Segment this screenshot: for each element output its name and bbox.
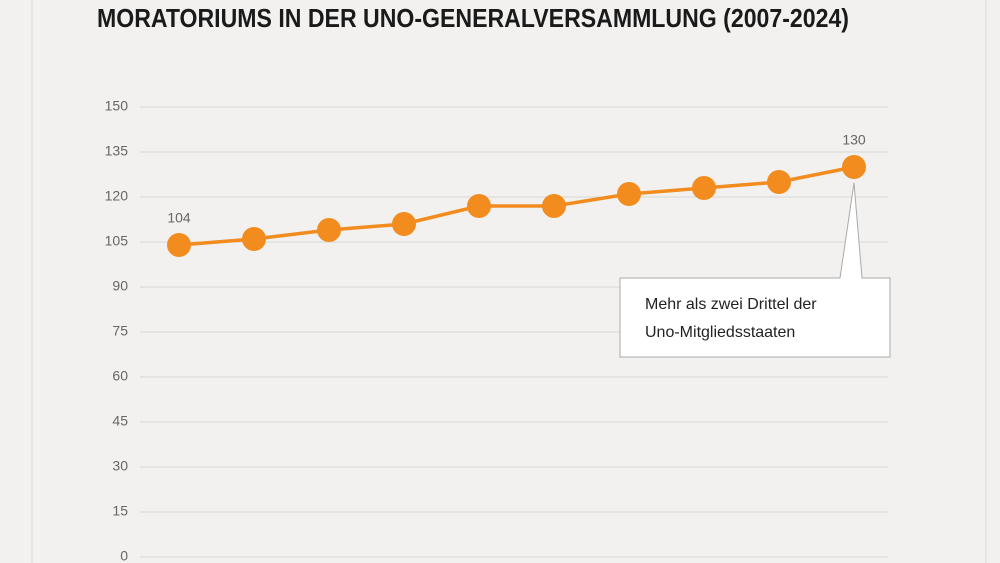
marker (542, 194, 566, 218)
marker (167, 233, 191, 257)
marker (242, 227, 266, 251)
marker (392, 212, 416, 236)
marker (692, 176, 716, 200)
y-tick-label: 75 (112, 323, 128, 339)
y-tick-label: 45 (112, 413, 128, 429)
data-label: 130 (842, 132, 866, 148)
y-tick-label: 30 (112, 458, 128, 474)
annotation-text: Uno-Mitgliedsstaaten (645, 324, 795, 341)
annotation: Mehr als zwei Drittel der Uno-Mitgliedsst… (619, 182, 891, 358)
annotation-text: Mehr als zwei Drittel der (645, 296, 817, 313)
marker (467, 194, 491, 218)
y-tick-label: 90 (112, 278, 128, 294)
chart-title: MORATORIUMS IN DER UNO-GENERALVERSAMMLUN… (97, 3, 849, 33)
annotation-box (619, 182, 891, 358)
marker (767, 170, 791, 194)
y-tick-label: 120 (105, 188, 129, 204)
y-tick-label: 60 (112, 368, 128, 384)
marker (617, 182, 641, 206)
y-tick-label: 0 (120, 548, 128, 563)
line (178, 165, 855, 247)
y-tick-label: 15 (112, 503, 128, 519)
marker (317, 218, 341, 242)
y-tick-label: 150 (105, 98, 129, 114)
y-tick-label: 135 (105, 143, 129, 159)
data-label: 104 (167, 210, 191, 226)
y-tick-label: 105 (105, 233, 129, 249)
marker (842, 155, 866, 179)
